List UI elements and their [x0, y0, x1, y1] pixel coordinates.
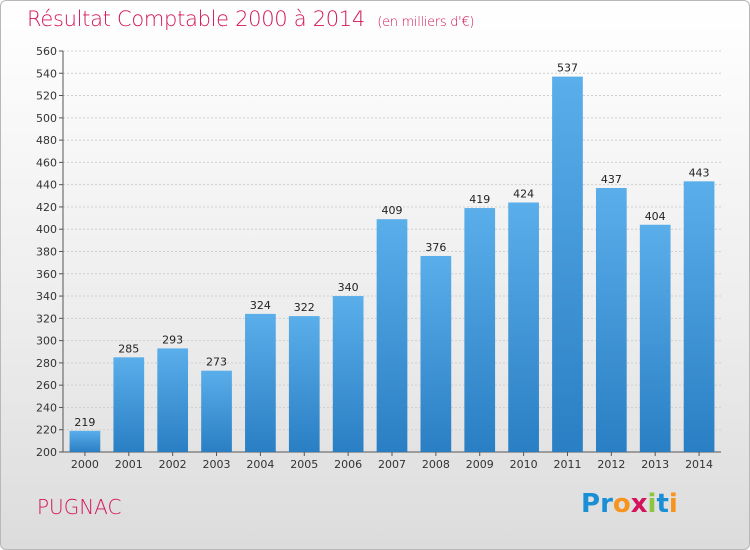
- y-tick-label: 380: [36, 246, 57, 259]
- y-tick-label: 300: [36, 335, 57, 348]
- bar-value-label: 409: [382, 204, 403, 217]
- logo-letter: P: [581, 489, 601, 519]
- bar-value-label: 376: [425, 241, 446, 254]
- logo-letter: r: [600, 489, 613, 519]
- bar-value-label: 537: [557, 62, 578, 75]
- x-tick-label: 2010: [510, 458, 538, 471]
- bars: [69, 76, 715, 452]
- bar-value-label: 285: [118, 342, 139, 355]
- y-tick-label: 560: [36, 45, 57, 58]
- y-tick-label: 520: [36, 90, 57, 103]
- logo-letter: x: [630, 489, 648, 519]
- labels: 200 220 240 260 280 300 320 340 360 380 400 420 440 4…: [36, 45, 713, 471]
- x-tick-label: 2009: [466, 458, 494, 471]
- x-tick-label: 2005: [290, 458, 318, 471]
- y-tick-label: 360: [36, 268, 57, 281]
- chart-unit: (en milliers d'€): [377, 15, 475, 30]
- y-tick-label: 420: [36, 201, 57, 214]
- bar[interactable]: [420, 255, 452, 452]
- y-tick-label: 400: [36, 223, 57, 236]
- y-tick-label: 460: [36, 156, 57, 169]
- bar-value-label: 340: [338, 281, 359, 294]
- y-tick-label: 320: [36, 312, 57, 325]
- chart-title: Résultat Comptable 2000 à 2014: [27, 7, 365, 31]
- x-tick-label: 2004: [246, 458, 274, 471]
- y-tick-label: 220: [36, 424, 57, 437]
- bar[interactable]: [464, 208, 496, 452]
- logo-letter: i: [647, 489, 657, 519]
- bar[interactable]: [552, 76, 583, 452]
- x-tick-label: 2001: [115, 458, 143, 471]
- bar-value-label: 324: [250, 299, 271, 312]
- x-tick-label: 2002: [159, 458, 187, 471]
- bar-value-label: 419: [469, 193, 490, 206]
- y-tick-label: 240: [36, 401, 57, 414]
- bar[interactable]: [113, 357, 145, 452]
- y-tick-label: 440: [36, 179, 57, 192]
- y-tick-label: 200: [36, 446, 57, 459]
- bar-value-label: 443: [689, 166, 710, 179]
- bar[interactable]: [201, 370, 232, 452]
- x-tick-label: 2013: [641, 458, 669, 471]
- x-tick-label: 2012: [597, 458, 625, 471]
- y-tick-label: 340: [36, 290, 57, 303]
- x-tick-label: 2011: [553, 458, 581, 471]
- y-tick-label: 540: [36, 67, 57, 80]
- commune-name: PUGNAC: [37, 495, 122, 519]
- bar[interactable]: [69, 430, 101, 452]
- x-tick-label: 2006: [334, 458, 362, 471]
- bar[interactable]: [288, 316, 320, 452]
- bar[interactable]: [639, 224, 671, 452]
- logo-letter: t: [656, 489, 669, 519]
- bar-value-label: 404: [645, 210, 666, 223]
- bar[interactable]: [157, 348, 189, 452]
- x-tick-label: 2007: [378, 458, 406, 471]
- bar-value-label: 219: [74, 416, 95, 429]
- y-tick-label: 280: [36, 357, 57, 370]
- logo-letter: i: [668, 489, 678, 519]
- bar-value-label: 322: [294, 301, 315, 314]
- bar[interactable]: [332, 296, 364, 452]
- bar[interactable]: [683, 181, 715, 452]
- proxiti-logo[interactable]: Proxiti: [581, 489, 678, 519]
- bar-value-label: 424: [513, 187, 534, 200]
- x-tick-label: 2014: [685, 458, 713, 471]
- bar-value-label: 273: [206, 356, 227, 369]
- y-tick-label: 480: [36, 134, 57, 147]
- y-tick-label: 260: [36, 379, 57, 392]
- x-tick-label: 2003: [203, 458, 231, 471]
- bar-value-label: 437: [601, 173, 622, 186]
- bar[interactable]: [376, 219, 408, 452]
- bar[interactable]: [508, 202, 539, 452]
- bar[interactable]: [595, 188, 627, 452]
- chart-title-block: Résultat Comptable 2000 à 2014 (en milli…: [27, 7, 475, 31]
- logo-letter: o: [612, 489, 631, 519]
- bar-value-label: 293: [162, 333, 183, 346]
- y-tick-label: 500: [36, 112, 57, 125]
- x-tick-label: 2008: [422, 458, 450, 471]
- bar[interactable]: [245, 313, 276, 452]
- x-tick-label: 2000: [71, 458, 99, 471]
